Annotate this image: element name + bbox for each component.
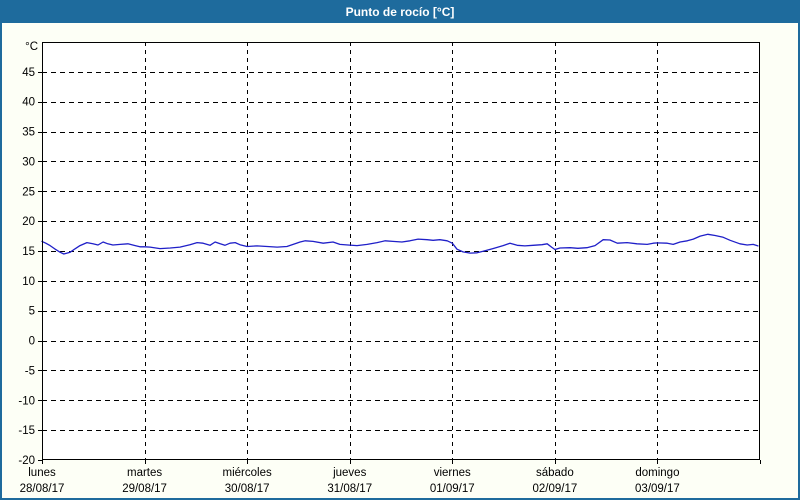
y-tick-label: -20 — [18, 455, 35, 467]
date-label: 31/08/17 — [327, 483, 372, 495]
y-tick-label: 30 — [22, 156, 35, 168]
y-tick-label: 0 — [29, 336, 35, 348]
y-tick-label: -10 — [18, 395, 35, 407]
dew-point-chart: -20 -15 -10 -5 0 5 10 15 20 25 30 35 40 45 °C lunes 28/0… — [18, 41, 761, 495]
date-label: 30/08/17 — [225, 483, 270, 495]
plot-frame — [42, 42, 760, 460]
day-label: sábado — [536, 467, 574, 479]
y-tick-label: 5 — [29, 306, 35, 318]
y-tick-label: -5 — [25, 365, 35, 377]
day-label: viernes — [434, 467, 471, 479]
y-tick-label: -15 — [18, 425, 35, 437]
date-label: 29/08/17 — [122, 483, 167, 495]
day-label: domingo — [635, 467, 679, 479]
y-tick-label: 25 — [22, 186, 35, 198]
series-line — [41, 233, 759, 255]
y-tick-label: 40 — [22, 97, 35, 109]
day-label: lunes — [28, 467, 56, 479]
plot-area — [42, 42, 760, 460]
y-tick-label: 15 — [22, 246, 35, 258]
date-label: 28/08/17 — [20, 483, 65, 495]
window-title: Punto de rocío [°C] — [2, 2, 798, 23]
day-label: martes — [127, 467, 162, 479]
day-label: jueves — [332, 467, 366, 479]
y-tick-label: 45 — [22, 67, 35, 79]
y-tick-label: 35 — [22, 127, 35, 139]
y-axis-unit-label: °C — [25, 41, 38, 53]
date-label: 01/09/17 — [430, 483, 475, 495]
y-tick-label: 20 — [22, 216, 35, 228]
day-label: miércoles — [223, 467, 272, 479]
date-label: 02/09/17 — [532, 483, 577, 495]
y-tick-label: 10 — [22, 276, 35, 288]
date-label: 03/09/17 — [635, 483, 680, 495]
